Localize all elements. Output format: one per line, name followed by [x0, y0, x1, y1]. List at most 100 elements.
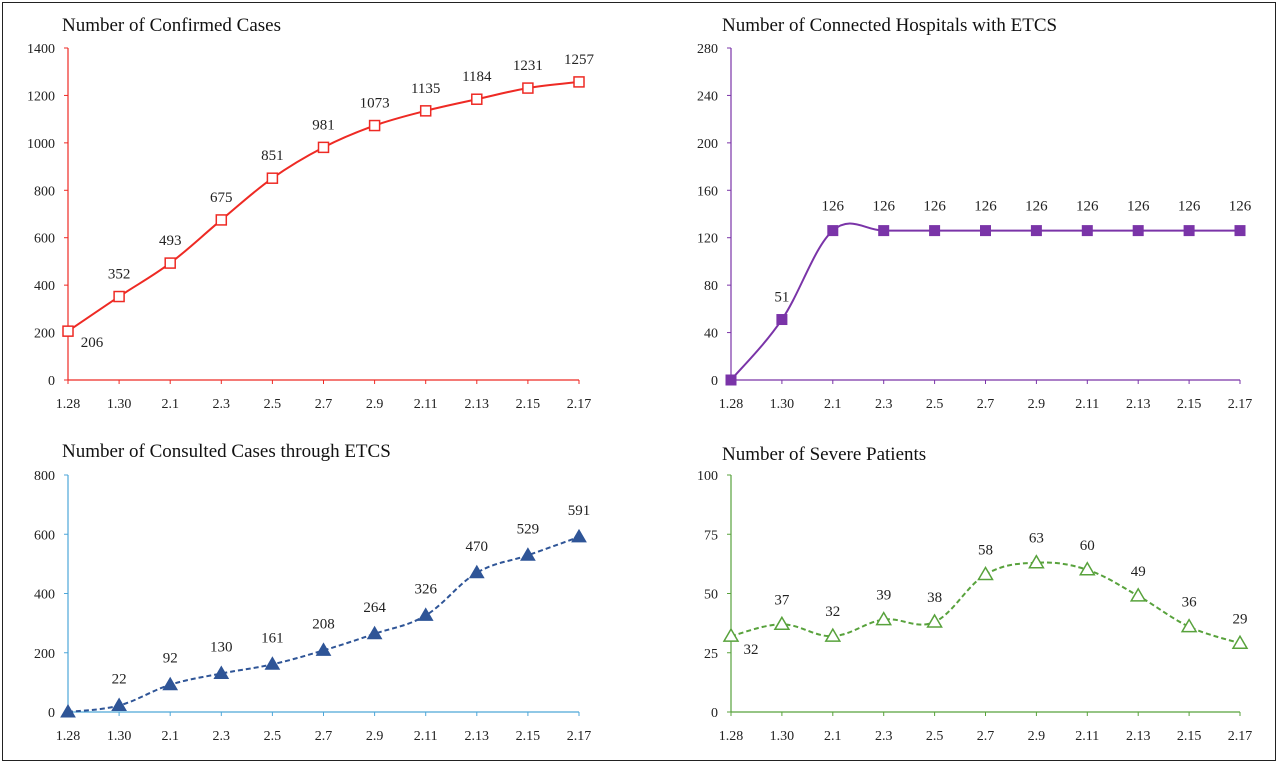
- x-tick-label: 2.7: [977, 397, 995, 412]
- data-label: 29: [1233, 611, 1248, 627]
- y-tick-label: 1400: [27, 42, 55, 57]
- data-point-marker: [1129, 587, 1147, 602]
- data-label: 1231: [513, 58, 543, 74]
- y-tick-label: 600: [34, 232, 55, 247]
- y-tick-label: 40: [704, 327, 718, 342]
- y-tick-label: 200: [697, 137, 718, 152]
- data-point-marker: [417, 607, 434, 621]
- data-point-marker: [164, 257, 176, 269]
- x-tick-label: 2.13: [1126, 397, 1151, 412]
- chart-panel-2: Number of Connected Hospitals with ETCS 0…: [697, 15, 1252, 412]
- data-label: 126: [923, 199, 946, 215]
- data-point-marker: [1028, 554, 1045, 569]
- data-point-marker: [419, 105, 432, 117]
- data-point-marker: [929, 225, 941, 237]
- x-tick-label: 2.13: [465, 729, 490, 744]
- x-tick-label: 2.7: [315, 729, 333, 744]
- x-tick-label: 2.13: [1126, 729, 1151, 744]
- data-label: 49: [1131, 564, 1146, 580]
- data-label: 591: [568, 503, 591, 519]
- x-tick-label: 2.17: [567, 729, 592, 744]
- data-label: 1073: [360, 96, 390, 112]
- x-tick-label: 2.15: [1177, 397, 1202, 412]
- x-tick-label: 2.1: [161, 397, 179, 412]
- x-tick-label: 2.1: [161, 729, 179, 744]
- data-label: 51: [774, 290, 789, 306]
- x-tick-label: 1.28: [719, 397, 744, 412]
- data-label: 1184: [462, 69, 492, 85]
- y-tick-label: 280: [697, 42, 718, 57]
- y-tick-label: 800: [34, 469, 55, 484]
- data-label: 1257: [564, 52, 595, 68]
- x-tick-label: 2.9: [366, 397, 384, 412]
- data-point-marker: [215, 214, 228, 226]
- data-label: 126: [872, 199, 895, 215]
- data-label: 208: [312, 616, 335, 632]
- x-tick-label: 2.3: [213, 397, 231, 412]
- data-label: 32: [825, 604, 840, 620]
- data-point-marker: [62, 325, 74, 337]
- x-tick-label: 1.30: [770, 397, 795, 412]
- data-point-marker: [776, 314, 788, 326]
- x-tick-label: 2.17: [1228, 397, 1253, 412]
- y-tick-label: 0: [48, 374, 55, 389]
- data-label: 851: [261, 148, 284, 164]
- data-point-marker: [368, 119, 381, 132]
- chart-panel-3: Number of Consulted Cases through ETCS 0 2…: [34, 441, 591, 744]
- data-label: 126: [974, 199, 997, 215]
- x-tick-label: 2.15: [516, 729, 541, 744]
- data-point-marker: [162, 676, 179, 691]
- y-tick-label: 0: [711, 374, 718, 389]
- y-tick-label: 25: [704, 647, 718, 662]
- data-label: 58: [978, 543, 993, 559]
- y-tick-label: 160: [697, 184, 718, 199]
- data-point-marker: [468, 564, 485, 579]
- y-tick-label: 400: [34, 279, 55, 294]
- data-point-marker: [573, 76, 585, 88]
- data-point-marker: [1234, 225, 1246, 237]
- y-tick-label: 80: [704, 279, 718, 294]
- data-point-marker: [471, 93, 483, 105]
- data-point-marker: [315, 642, 332, 656]
- data-label: 126: [1076, 199, 1099, 215]
- data-label: 529: [517, 521, 540, 537]
- x-tick-label: 2.5: [264, 397, 282, 412]
- data-label: 352: [108, 267, 131, 283]
- x-tick-label: 1.30: [770, 729, 795, 744]
- data-point-marker: [1180, 618, 1198, 633]
- x-tick-label: 2.9: [1028, 397, 1046, 412]
- data-label: 675: [210, 190, 233, 206]
- chart-title: Number of Confirmed Cases: [62, 15, 281, 36]
- x-tick-label: 1.30: [107, 729, 132, 744]
- y-tick-label: 0: [711, 706, 718, 721]
- x-tick-label: 1.28: [56, 397, 81, 412]
- series-line: [730, 222, 1240, 381]
- data-point-marker: [60, 704, 76, 718]
- data-label: 126: [1127, 199, 1150, 215]
- x-tick-label: 2.13: [465, 397, 490, 412]
- data-label: 326: [414, 581, 437, 597]
- data-point-marker: [827, 225, 839, 237]
- x-tick-label: 2.3: [875, 397, 893, 412]
- data-label: 161: [261, 630, 284, 646]
- y-tick-label: 800: [34, 184, 55, 199]
- data-point-marker: [366, 625, 383, 640]
- data-point-marker: [266, 172, 279, 184]
- data-label: 470: [466, 539, 489, 555]
- x-tick-label: 1.30: [107, 397, 132, 412]
- x-tick-label: 2.11: [1075, 729, 1099, 744]
- chart-title: Number of Consulted Cases through ETCS: [62, 441, 391, 462]
- y-tick-label: 1000: [27, 137, 55, 152]
- x-tick-label: 2.11: [414, 397, 438, 412]
- data-point-marker: [722, 627, 740, 642]
- data-label: 39: [876, 588, 891, 604]
- data-label: 60: [1080, 538, 1095, 554]
- data-label: 981: [312, 117, 335, 133]
- data-point-marker: [725, 374, 737, 386]
- data-label: 38: [927, 590, 942, 606]
- data-point-marker: [980, 225, 991, 237]
- data-point-marker: [1183, 225, 1195, 237]
- data-point-marker: [111, 697, 127, 711]
- chart-panel-1: Number of Confirmed Cases 0 200 400 600 800 10…: [27, 15, 595, 412]
